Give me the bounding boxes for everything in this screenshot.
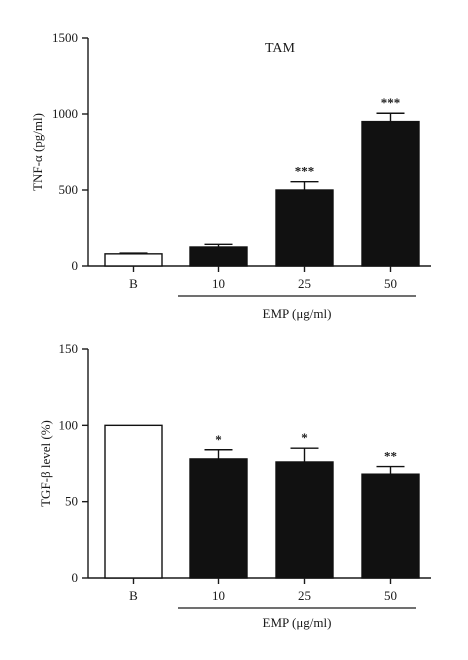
- y-tick-label: 0: [72, 258, 79, 273]
- bar-50: [361, 120, 420, 267]
- y-tick-label: 100: [59, 417, 79, 432]
- y-tick-label: 0: [72, 570, 79, 585]
- bar-50: [361, 473, 420, 579]
- x-tick-label: 50: [384, 276, 397, 291]
- x-tick-label: 25: [298, 276, 311, 291]
- y-axis-label: TNF-α (pg/ml): [30, 113, 45, 191]
- bar-25: [275, 189, 334, 267]
- significance-marker: **: [384, 449, 397, 464]
- significance-marker: *: [301, 430, 308, 445]
- significance-marker: ***: [295, 164, 315, 179]
- bar-B: [104, 253, 163, 267]
- y-tick-label: 1000: [52, 106, 78, 121]
- x-tick-label: B: [129, 276, 138, 291]
- y-tick-label: 1500: [52, 30, 78, 45]
- y-tick-label: 500: [59, 182, 79, 197]
- significance-marker: *: [215, 432, 222, 447]
- x-tick-label: 25: [298, 588, 311, 603]
- chart-2: 0 50 100 150 B * 10 * 25 ** 50 EMP (μg/ml) TGF-β lev…: [38, 341, 431, 630]
- group-label: EMP (μg/ml): [263, 306, 332, 321]
- y-tick-label: 50: [65, 494, 78, 509]
- x-tick-label: 50: [384, 588, 397, 603]
- bar-25: [275, 461, 334, 579]
- x-tick-label: B: [129, 588, 138, 603]
- chart-title: TAM: [265, 41, 296, 56]
- bar-10: [189, 246, 248, 267]
- x-tick-label: 10: [212, 276, 225, 291]
- y-axis-label: TGF-β level (%): [38, 420, 53, 507]
- y-tick-label: 150: [59, 341, 79, 356]
- chart-1: 0 500 1000 1500 B 10 *** 25 *** 50 EMP (μg/ml) TNF-…: [30, 30, 431, 321]
- bar-10: [189, 458, 248, 579]
- significance-marker: ***: [381, 95, 401, 110]
- bar-B: [104, 424, 163, 579]
- group-label: EMP (μg/ml): [263, 615, 332, 630]
- x-tick-label: 10: [212, 588, 225, 603]
